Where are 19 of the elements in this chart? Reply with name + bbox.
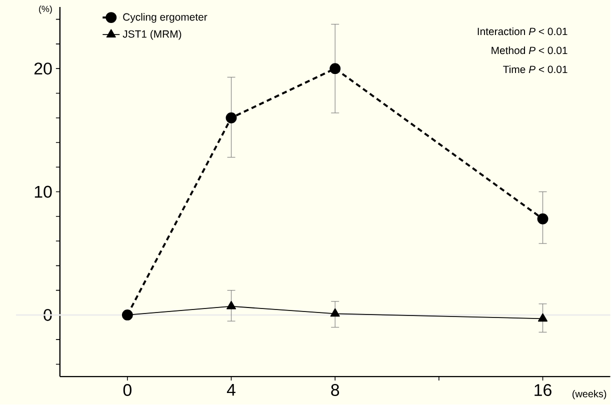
point — [330, 308, 340, 317]
annotation: Method P < 0.01 — [492, 46, 568, 54]
x-tick-label: 8 — [331, 384, 340, 396]
legend-label: Cycling ergometer — [123, 13, 208, 24]
x-axis-title: (weeks) — [572, 390, 606, 400]
annotation: Interaction P < 0.01 — [478, 28, 568, 36]
annotation: Time P < 0.01 — [503, 66, 568, 74]
point — [538, 313, 548, 322]
point — [226, 301, 236, 310]
text: (%) — [39, 6, 52, 14]
x-tick-label: 0 — [123, 384, 132, 396]
y-tick-label: 10 — [34, 186, 52, 198]
x-tick-label: 16 — [534, 384, 552, 396]
y-tick-label: 20 — [34, 62, 52, 75]
point — [537, 214, 548, 225]
point — [226, 112, 237, 124]
x-tick-label: 4 — [226, 384, 236, 396]
point — [330, 63, 341, 74]
legend-label: JST1 (MRM) — [122, 30, 182, 40]
